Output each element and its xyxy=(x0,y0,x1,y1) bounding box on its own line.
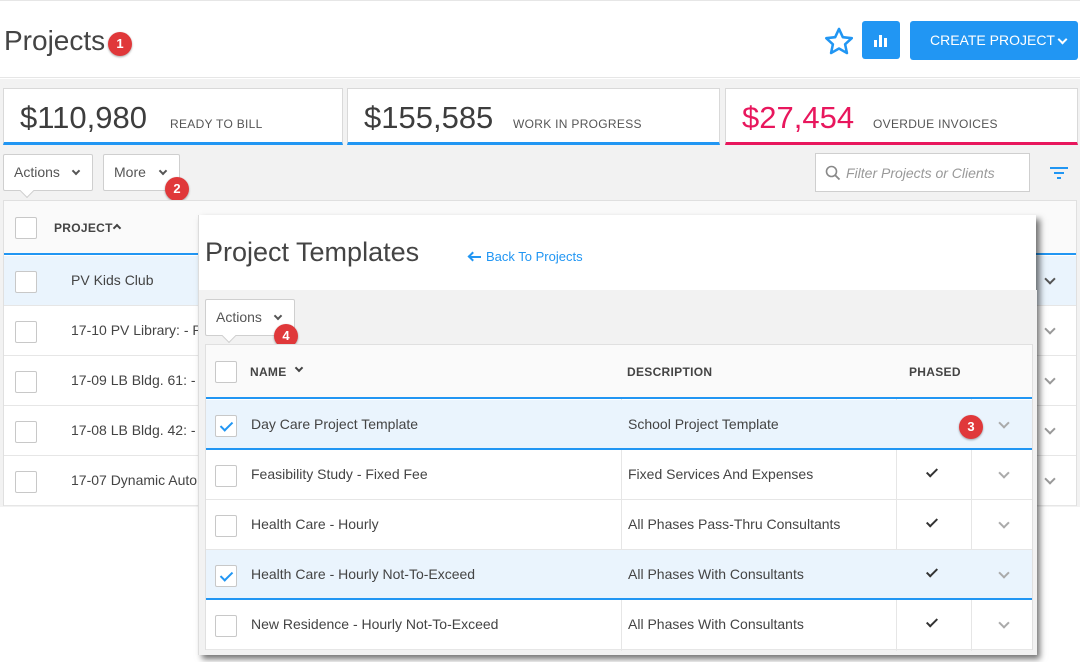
template-name: Health Care - Hourly Not-To-Exceed xyxy=(251,566,476,582)
template-description: Fixed Services And Expenses xyxy=(628,466,814,482)
chevron-down-icon[interactable] xyxy=(1044,473,1056,485)
callout-badge-2: 2 xyxy=(165,177,189,201)
sort-descending-icon xyxy=(294,363,304,373)
row-checkbox-checked[interactable] xyxy=(215,565,237,587)
template-name: New Residence - Hourly Not-To-Exceed xyxy=(251,616,499,632)
table-row[interactable]: Health Care - Hourly All Phases Pass-Thr… xyxy=(206,500,1032,550)
column-phased[interactable]: PHASED xyxy=(909,365,961,379)
chevron-down-icon[interactable] xyxy=(998,517,1010,529)
row-checkbox-checked[interactable] xyxy=(215,415,237,437)
row-checkbox[interactable] xyxy=(215,465,237,487)
more-label: More xyxy=(114,164,146,180)
page-title: Projects xyxy=(4,25,106,56)
stat-amount: $27,454 xyxy=(742,100,855,135)
filter-icon[interactable] xyxy=(1050,166,1068,180)
page-header: Projects 1 CREATE PROJECT xyxy=(0,0,1080,78)
stat-amount: $155,585 xyxy=(364,100,494,135)
actions-dropdown[interactable]: Actions xyxy=(3,154,93,199)
stat-overdue-invoices[interactable]: $27,454 OVERDUE INVOICES xyxy=(725,88,1078,145)
callout-badge-3: 3 xyxy=(959,415,983,439)
chevron-down-icon[interactable] xyxy=(1044,423,1056,435)
row-checkbox[interactable] xyxy=(15,271,37,293)
template-description: School Project Template xyxy=(628,416,779,432)
checkmark-icon xyxy=(927,466,937,480)
stat-label: WORK IN PROGRESS xyxy=(513,117,642,131)
templates-title: Project Templates xyxy=(205,237,420,267)
table-row[interactable]: Feasibility Study - Fixed Fee Fixed Serv… xyxy=(206,450,1032,500)
templates-table: NAME DESCRIPTION PHASED Day Care Project… xyxy=(205,344,1033,651)
actions-label: Actions xyxy=(14,164,60,180)
chevron-down-icon[interactable] xyxy=(998,617,1010,629)
chevron-down-icon[interactable] xyxy=(1044,373,1056,385)
create-project-label: CREATE PROJECT xyxy=(930,32,1055,48)
create-project-button[interactable]: CREATE PROJECT xyxy=(910,21,1078,60)
select-all-checkbox[interactable] xyxy=(215,361,237,383)
row-checkbox[interactable] xyxy=(215,615,237,637)
table-row[interactable]: Day Care Project Template School Project… xyxy=(206,400,1032,450)
table-row[interactable]: New Residence - Hourly Not-To-Exceed All… xyxy=(206,600,1032,650)
template-description: All Phases Pass-Thru Consultants xyxy=(628,516,841,532)
filter-projects-input[interactable] xyxy=(846,162,1024,184)
row-checkbox[interactable] xyxy=(15,371,37,393)
project-name: 17-08 LB Bldg. 42: - E xyxy=(71,422,209,438)
column-description[interactable]: DESCRIPTION xyxy=(627,365,713,379)
checkmark-icon xyxy=(927,566,937,580)
row-checkbox[interactable] xyxy=(15,321,37,343)
stat-work-in-progress[interactable]: $155,585 WORK IN PROGRESS xyxy=(347,88,720,145)
template-name: Health Care - Hourly xyxy=(251,516,379,532)
stat-ready-to-bill[interactable]: $110,980 READY TO BILL xyxy=(3,88,343,145)
row-checkbox[interactable] xyxy=(215,515,237,537)
table-row[interactable]: Health Care - Hourly Not-To-Exceed All P… xyxy=(206,550,1032,600)
actions-label: Actions xyxy=(216,309,262,325)
template-description: All Phases With Consultants xyxy=(628,616,804,632)
reports-button[interactable] xyxy=(862,21,900,59)
chevron-down-icon[interactable] xyxy=(998,467,1010,479)
stat-label: READY TO BILL xyxy=(170,117,263,131)
sort-ascending-icon xyxy=(112,223,122,233)
back-to-projects-link[interactable]: Back To Projects xyxy=(469,249,583,264)
back-link-label: Back To Projects xyxy=(486,249,583,264)
callout-badge-1: 1 xyxy=(108,32,132,56)
more-dropdown[interactable]: More xyxy=(103,154,180,191)
column-name[interactable]: NAME xyxy=(250,365,287,379)
select-all-checkbox[interactable] xyxy=(15,217,37,239)
arrow-left-icon xyxy=(469,255,481,258)
templates-table-header: NAME DESCRIPTION PHASED xyxy=(206,345,1032,399)
chevron-down-icon[interactable] xyxy=(1044,273,1056,285)
search-icon xyxy=(825,165,841,181)
chevron-down-icon xyxy=(71,166,81,176)
favorite-button[interactable] xyxy=(822,25,856,59)
chevron-down-icon xyxy=(1057,34,1068,45)
chevron-down-icon xyxy=(273,311,283,321)
project-name: PV Kids Club xyxy=(71,272,154,288)
checkmark-icon xyxy=(927,616,937,630)
checkmark-icon xyxy=(927,516,937,530)
column-project[interactable]: PROJECT xyxy=(54,221,113,235)
template-name: Day Care Project Template xyxy=(251,416,419,432)
stat-label: OVERDUE INVOICES xyxy=(873,117,998,131)
chevron-down-icon[interactable] xyxy=(998,417,1010,429)
project-name: 17-07 Dynamic Autom xyxy=(71,472,209,488)
row-checkbox[interactable] xyxy=(15,471,37,493)
row-checkbox[interactable] xyxy=(15,421,37,443)
template-description: All Phases With Consultants xyxy=(628,566,804,582)
filter-box xyxy=(815,153,1030,192)
chevron-down-icon[interactable] xyxy=(998,567,1010,579)
template-name: Feasibility Study - Fixed Fee xyxy=(251,466,428,482)
project-name: 17-09 LB Bldg. 61: - E xyxy=(71,372,209,388)
project-name: 17-10 PV Library: - P xyxy=(71,322,202,338)
stat-amount: $110,980 xyxy=(20,100,147,135)
project-templates-panel: Project Templates Back To Projects Actio… xyxy=(198,215,1037,655)
chevron-down-icon[interactable] xyxy=(1044,323,1056,335)
chevron-down-icon xyxy=(158,166,168,176)
star-outline-icon xyxy=(824,27,854,55)
